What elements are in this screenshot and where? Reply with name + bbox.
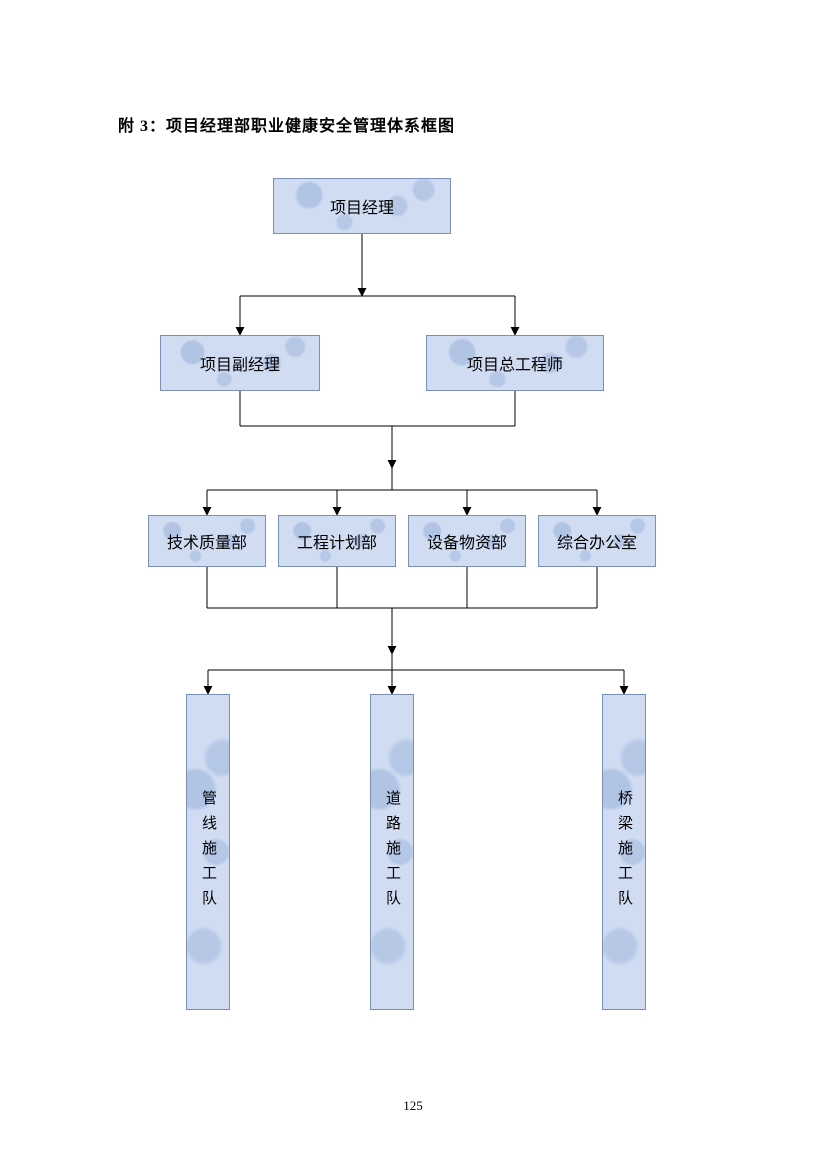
node-label: 项目总工程师 — [426, 335, 604, 391]
page-title: 附 3：项目经理部职业健康安全管理体系框图 — [118, 112, 455, 136]
node-n_team_brdg: 桥梁施工队 — [602, 694, 646, 1010]
node-n_chief: 项目总工程师 — [426, 335, 604, 391]
node-n_office: 综合办公室 — [538, 515, 656, 567]
node-n_team_pipe: 管线施工队 — [186, 694, 230, 1010]
node-n_equip: 设备物资部 — [408, 515, 526, 567]
node-label: 项目副经理 — [160, 335, 320, 391]
node-n_team_road: 道路施工队 — [370, 694, 414, 1010]
node-label: 道路施工队 — [370, 694, 414, 1010]
node-label: 设备物资部 — [408, 515, 526, 567]
node-n_vpm: 项目副经理 — [160, 335, 320, 391]
node-label: 管线施工队 — [186, 694, 230, 1010]
node-n_tech: 技术质量部 — [148, 515, 266, 567]
node-label: 项目经理 — [273, 178, 451, 234]
node-label: 综合办公室 — [538, 515, 656, 567]
node-n_pm: 项目经理 — [273, 178, 451, 234]
node-label: 桥梁施工队 — [602, 694, 646, 1010]
node-label: 技术质量部 — [148, 515, 266, 567]
node-n_plan: 工程计划部 — [278, 515, 396, 567]
page-number: 125 — [0, 1098, 826, 1114]
node-label: 工程计划部 — [278, 515, 396, 567]
